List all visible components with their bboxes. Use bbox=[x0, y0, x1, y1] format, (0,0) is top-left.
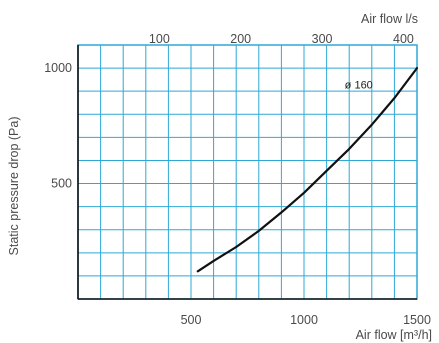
series-layer bbox=[196, 67, 419, 273]
grid bbox=[78, 45, 417, 299]
x2-axis-title: Air flow l/s bbox=[361, 12, 418, 26]
y-axis-title: Static pressure drop (Pa) bbox=[7, 117, 21, 256]
x2-tick-label: 300 bbox=[312, 32, 333, 46]
y-tick-label: 1000 bbox=[44, 61, 72, 75]
x2-tick-label: 400 bbox=[393, 32, 414, 46]
x-axis-title: Air flow [m³/h] bbox=[356, 328, 432, 342]
series-line bbox=[196, 67, 419, 273]
x-tick-label: 500 bbox=[181, 313, 202, 327]
x-tick-label: 1000 bbox=[290, 313, 318, 327]
tick-labels: 500 1000 1500 500 1000 100 200 300 400 bbox=[44, 32, 431, 327]
x-tick-label: 1500 bbox=[403, 313, 431, 327]
series-label: ø 160 bbox=[345, 79, 373, 91]
x2-tick-label: 200 bbox=[230, 32, 251, 46]
x2-tick-label: 100 bbox=[149, 32, 170, 46]
y-tick-label: 500 bbox=[51, 177, 72, 191]
